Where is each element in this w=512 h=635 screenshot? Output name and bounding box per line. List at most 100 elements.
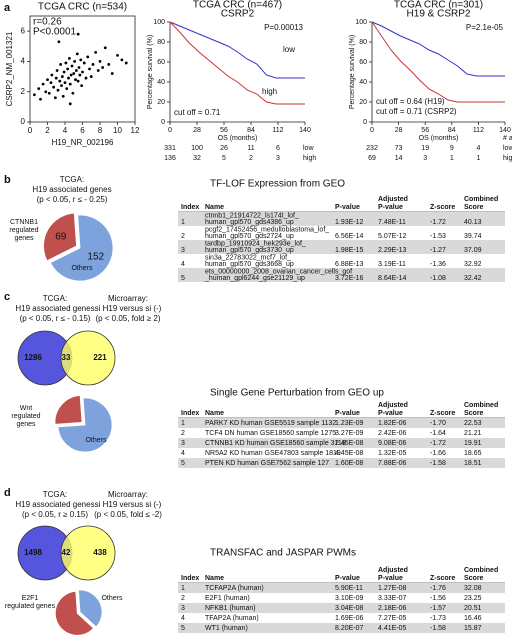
table-cell: 19.91 [464, 440, 482, 447]
point [107, 63, 111, 66]
x-tick-label: 0 [28, 126, 33, 135]
y-tick-label: 20 [359, 99, 367, 106]
table-cell: 2.45E-08 [335, 440, 364, 447]
table-cell: 1.27E-08 [378, 585, 407, 592]
x-axis-label: OS (months) [419, 135, 459, 142]
point [84, 76, 88, 80]
table-cell: 4.45E-08 [335, 450, 364, 457]
point [101, 66, 105, 69]
x-tick-label: 0 [168, 127, 172, 134]
row-band [178, 623, 505, 633]
slice-label: CTNNB1 [10, 219, 38, 226]
x-tick-label: 28 [193, 127, 201, 134]
chart-title: CSRP2 [221, 9, 255, 20]
table-header: P-value [335, 410, 360, 417]
slice-label: E2F1 [22, 595, 39, 602]
risk-label: low&low [503, 145, 512, 152]
table-cell: -1.57 [430, 605, 446, 612]
table-cell: tardbp_19910924_hek293e_lof_ [205, 241, 306, 248]
x-tick-label: 12 [131, 126, 140, 135]
point [89, 75, 93, 78]
chart-title: TCGA CRC (n=467) [193, 0, 282, 11]
table-cell: -1.72 [430, 440, 446, 447]
venn-count: 438 [93, 548, 107, 557]
x-tick-label: 84 [247, 127, 255, 134]
risk-count: 232 [366, 145, 378, 152]
table-header: Z-score [430, 410, 455, 417]
table-cell: 6.56E-14 [335, 233, 364, 240]
point [66, 67, 70, 71]
table-cell: PARK7 KD human GSE5519 sample 1132 [205, 420, 336, 427]
point [124, 61, 128, 65]
row-band [178, 212, 505, 226]
point [74, 78, 77, 81]
y-tick-label: 0 [363, 119, 367, 126]
risk-count: 32 [193, 155, 201, 162]
table-title: TRANSFAC and JASPAR PWMs [210, 548, 356, 559]
risk-count: 9 [450, 145, 454, 152]
point [76, 79, 80, 83]
risk-count: 3 [276, 155, 280, 162]
venn-count: 1286 [24, 353, 42, 362]
risk-count: 6 [276, 145, 280, 152]
point [72, 72, 76, 75]
survival-curve [371, 21, 505, 103]
point [68, 82, 72, 86]
table-cell: -1.66 [430, 450, 446, 457]
table-cell: 32.08 [464, 585, 482, 592]
risk-count: 1 [450, 155, 454, 162]
table-cell: 1.82E-06 [378, 420, 407, 427]
table-cell: human_gpl570_gds2724_up [205, 233, 294, 240]
slice-label: genes [14, 235, 34, 242]
table-cell: 3.19E-11 [378, 261, 406, 268]
point [94, 50, 98, 54]
risk-count: 11 [247, 145, 254, 152]
table-cell: 1.93E-12 [335, 219, 364, 226]
chart-title: TCGA CRC (n=534) [38, 2, 127, 13]
row-band [178, 603, 505, 613]
table-header: P-value [335, 575, 360, 582]
table-header: Name [205, 410, 224, 417]
risk-count: 5 [222, 155, 226, 162]
point [67, 76, 70, 80]
table-cell: 3 [181, 605, 185, 612]
table-cell: 3.10E-09 [335, 595, 364, 602]
chart-title: TCGA CRC (n=301) [394, 0, 483, 11]
point [80, 84, 84, 88]
point [58, 79, 62, 83]
axes [169, 22, 305, 123]
table-cell: 1.23E-09 [335, 420, 364, 427]
point [74, 69, 78, 72]
pie-slice [54, 590, 95, 635]
risk-label: low [303, 145, 314, 152]
point [88, 67, 91, 71]
table-title: Single Gene Perturbation from GEO up [210, 388, 384, 399]
point [59, 63, 63, 66]
slice-value: 69 [55, 232, 67, 243]
group-text: si H19 versus si (-) [95, 500, 162, 509]
slice-label: regulated [11, 413, 40, 420]
point [65, 87, 69, 91]
panel-label: a [4, 2, 11, 14]
group-text: H19 associated genes [15, 500, 94, 509]
slice-label: Others [71, 265, 93, 272]
slice-label: regulated genes [5, 603, 56, 610]
table-cell: 32.92 [464, 261, 482, 268]
table-cell: 1.98E-15 [335, 247, 364, 254]
point [50, 73, 54, 77]
annotation: r=0.26 [33, 17, 62, 28]
row-band [178, 268, 505, 282]
row-band [178, 240, 505, 254]
slice-label: Wnt [20, 405, 33, 412]
panel-label: d [4, 487, 11, 499]
pie-slice [57, 397, 113, 453]
point [57, 40, 61, 44]
venn-count: 42 [62, 548, 71, 557]
table-cell: 3 [181, 440, 185, 447]
x-axis-label: H19_NR_002196 [52, 138, 114, 147]
table-cell: 18.65 [464, 450, 482, 457]
table-cell: 8.20E-07 [335, 625, 364, 632]
table-cell: 3.27E-09 [335, 430, 364, 437]
point [46, 78, 49, 81]
table-cell: 1 [181, 585, 185, 592]
